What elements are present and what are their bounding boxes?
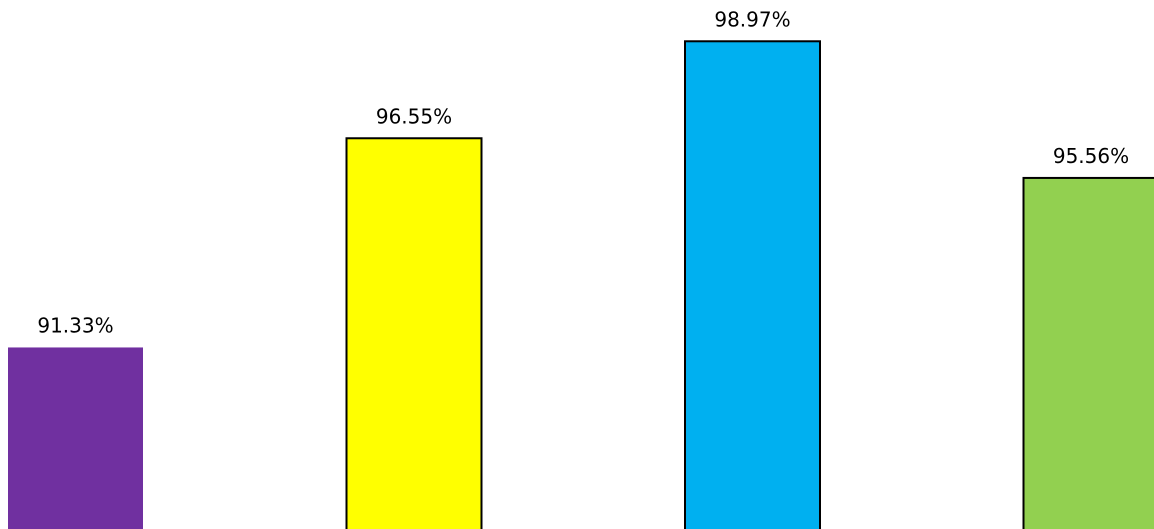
bar-4	[1022, 176, 1154, 529]
data-label-group: 91.33% 96.55% 98.97% 95.56%	[37, 7, 1129, 337]
data-label-4: 95.56%	[1053, 144, 1129, 168]
bar-group	[8, 40, 1154, 529]
bar-3	[684, 40, 821, 529]
data-label-3: 98.97%	[714, 7, 790, 31]
data-label-1: 91.33%	[37, 313, 113, 337]
bar-2	[345, 137, 483, 529]
bar-1	[8, 347, 143, 529]
data-label-2: 96.55%	[376, 104, 452, 128]
